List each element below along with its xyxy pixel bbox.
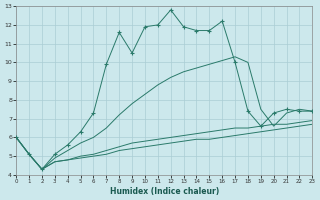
X-axis label: Humidex (Indice chaleur): Humidex (Indice chaleur) [110, 187, 219, 196]
